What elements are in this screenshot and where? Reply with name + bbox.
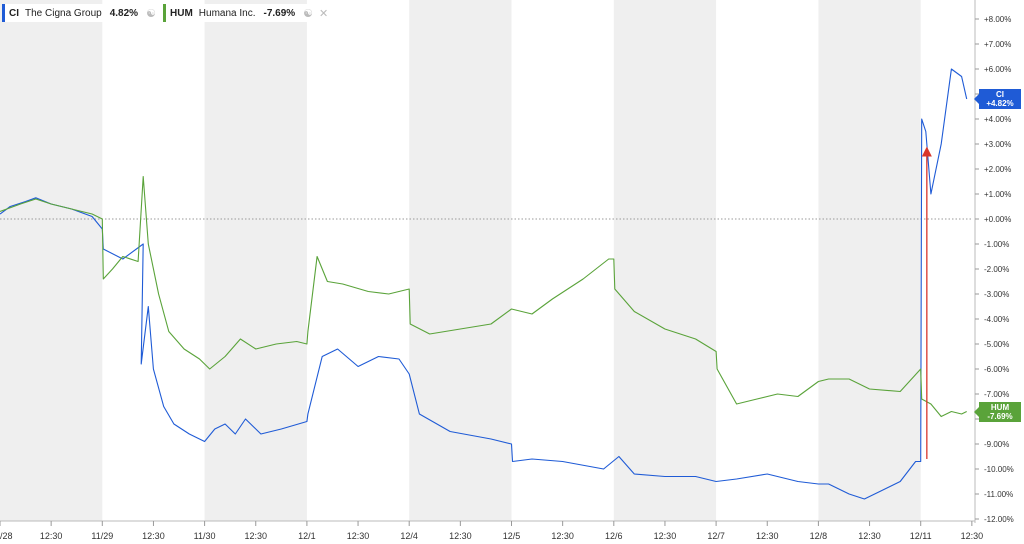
y-tick-label: -7.00% — [984, 390, 1009, 399]
x-tick-label: 12/1 — [298, 531, 316, 541]
x-tick-label: 12:30 — [142, 531, 165, 541]
series-line-ci — [0, 68, 968, 500]
annotation-arrow-head — [921, 146, 932, 157]
legend-company-name: Humana Inc. — [198, 7, 256, 19]
session-shade — [613, 0, 717, 521]
y-tick-label: -3.00% — [984, 290, 1009, 299]
x-tick-label: 12/8 — [810, 531, 828, 541]
x-tick-label: /28 — [0, 531, 13, 541]
end-label-ticker: CI — [996, 90, 1004, 99]
x-tick-label: 12:30 — [449, 531, 472, 541]
close-icon[interactable]: ✕ — [319, 7, 329, 20]
x-tick-label: 12:30 — [961, 531, 984, 541]
y-tick-label: -5.00% — [984, 340, 1009, 349]
session-shade — [0, 0, 103, 521]
y-tick-label: -6.00% — [984, 365, 1009, 374]
y-tick-label: -9.00% — [984, 440, 1009, 449]
legend-change: 4.82% — [109, 7, 139, 19]
x-tick-label: 12:30 — [756, 531, 779, 541]
y-tick-label: -1.00% — [984, 240, 1009, 249]
series-line-hum — [0, 175, 967, 418]
x-tick-label: 12:30 — [858, 531, 881, 541]
y-tick-label: -12.00% — [984, 515, 1014, 524]
legend-change: -7.69% — [263, 7, 296, 19]
series-lines — [0, 68, 968, 500]
annotation-layer — [921, 146, 932, 459]
end-label-ci: CI +4.82% — [974, 89, 1021, 109]
x-tick-label: 12:30 — [244, 531, 267, 541]
legend-chip-hum[interactable]: HUM Humana Inc. -7.69% ☯ ✕ — [163, 4, 335, 22]
legend-color-bar — [163, 4, 166, 22]
legend-ticker: HUM — [170, 7, 193, 19]
end-label-hum: HUM -7.69% — [974, 401, 1021, 422]
session-shade — [409, 0, 512, 521]
x-tick-label: 12/6 — [605, 531, 623, 541]
x-tick-label: 11/29 — [91, 531, 113, 541]
y-axis: +8.00%+7.00%+6.00%+5.00%+4.00%+3.00%+2.0… — [974, 0, 1014, 524]
y-tick-label: +4.00% — [984, 115, 1011, 124]
legend-ticker: CI — [9, 7, 19, 19]
x-tick-label: 12:30 — [551, 531, 574, 541]
x-axis: /28 12:30 11/29 12:30 11/30 12:30 12/1 12:30 12/… — [0, 520, 984, 541]
legend-company-name: The Cigna Group — [25, 7, 102, 19]
x-tick-label: 12:30 — [654, 531, 677, 541]
y-tick-label: +7.00% — [984, 40, 1011, 49]
y-tick-label: +1.00% — [984, 190, 1011, 199]
y-tick-label: +2.00% — [984, 165, 1011, 174]
y-tick-label: +0.00% — [984, 215, 1011, 224]
end-label-value: +4.82% — [986, 99, 1014, 108]
y-tick-label: +3.00% — [984, 140, 1011, 149]
x-tick-label: 12/4 — [400, 531, 418, 541]
legend-chip-ci[interactable]: CI The Cigna Group 4.82% ☯ ✕ — [2, 4, 178, 22]
end-label-value: -7.69% — [987, 411, 1013, 421]
session-shade — [204, 0, 307, 521]
y-tick-label: -11.00% — [984, 490, 1013, 499]
y-tick-label: +6.00% — [984, 65, 1011, 74]
x-tick-label: 12/5 — [503, 531, 521, 541]
y-tick-label: -2.00% — [984, 265, 1009, 274]
hide-series-icon[interactable]: ☯ — [146, 7, 156, 20]
hide-series-icon[interactable]: ☯ — [303, 7, 314, 20]
end-label-ticker: HUM — [990, 402, 1010, 412]
y-tick-label: -10.00% — [984, 465, 1014, 474]
x-tick-label: 12/11 — [910, 531, 932, 541]
x-tick-label: 12/7 — [707, 531, 725, 541]
x-tick-label: 12:30 — [40, 531, 63, 541]
y-tick-label: +8.00% — [984, 15, 1011, 24]
session-shade — [818, 0, 921, 521]
legend-color-bar — [2, 4, 5, 22]
y-tick-label: -4.00% — [984, 315, 1009, 324]
x-tick-label: 11/30 — [194, 531, 216, 541]
x-tick-label: 12:30 — [347, 531, 370, 541]
session-shading — [0, 0, 921, 521]
